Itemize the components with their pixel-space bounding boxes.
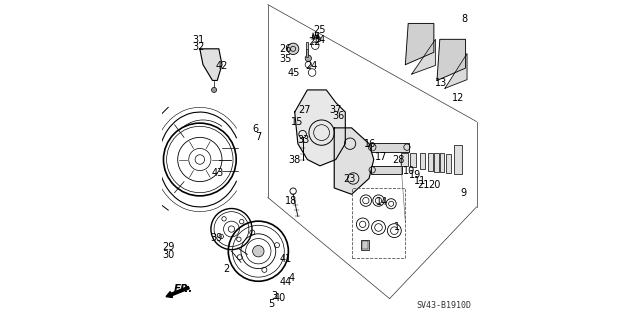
Text: 15: 15	[291, 117, 303, 127]
Text: 13: 13	[435, 78, 447, 88]
Text: 7: 7	[255, 132, 262, 142]
Text: 10: 10	[403, 166, 415, 175]
Bar	[371, 166, 402, 174]
Circle shape	[287, 43, 299, 55]
Text: 45: 45	[288, 68, 300, 78]
Text: 37: 37	[329, 105, 341, 115]
Bar	[361, 240, 369, 250]
Bar	[420, 153, 426, 169]
Bar	[362, 241, 369, 249]
Text: 5: 5	[268, 299, 274, 309]
Polygon shape	[294, 90, 346, 166]
Text: 31: 31	[192, 35, 204, 45]
Text: 3: 3	[271, 291, 277, 301]
Text: 14: 14	[376, 197, 388, 207]
Polygon shape	[405, 24, 434, 65]
Text: 12: 12	[452, 93, 465, 103]
Text: 8: 8	[462, 14, 468, 24]
Text: 23: 23	[343, 174, 355, 184]
Circle shape	[305, 55, 312, 62]
Text: 44: 44	[280, 277, 292, 287]
Polygon shape	[437, 39, 465, 80]
Bar	[401, 153, 408, 166]
Bar	[410, 153, 417, 167]
Polygon shape	[445, 54, 467, 88]
Text: 4: 4	[289, 273, 294, 283]
Text: 20: 20	[428, 181, 441, 190]
Text: 26: 26	[280, 44, 292, 55]
Text: 34: 34	[313, 35, 326, 45]
Bar	[435, 153, 439, 172]
Text: 42: 42	[215, 61, 228, 71]
Circle shape	[253, 246, 264, 257]
Text: 35: 35	[280, 54, 292, 64]
Bar	[371, 143, 408, 152]
Text: 9: 9	[461, 188, 467, 198]
Text: 33: 33	[298, 135, 310, 145]
Text: 36: 36	[332, 111, 344, 121]
Text: 40: 40	[273, 293, 285, 303]
Polygon shape	[200, 49, 222, 80]
Text: 19: 19	[410, 170, 422, 180]
Text: 1: 1	[394, 222, 401, 233]
Circle shape	[212, 87, 216, 93]
Text: 39: 39	[210, 233, 223, 243]
Text: FR.: FR.	[173, 284, 193, 293]
Text: 18: 18	[285, 196, 298, 206]
Text: 11: 11	[415, 176, 427, 186]
Text: 2: 2	[223, 263, 230, 274]
Text: 28: 28	[392, 155, 404, 165]
Text: 38: 38	[288, 155, 300, 165]
Text: 17: 17	[374, 152, 387, 162]
Text: 21: 21	[417, 181, 430, 190]
Bar	[428, 153, 433, 171]
Text: 29: 29	[163, 242, 175, 252]
Bar	[306, 42, 308, 55]
Polygon shape	[412, 39, 435, 74]
Bar	[440, 153, 444, 172]
Text: 32: 32	[192, 42, 204, 52]
Text: 6: 6	[252, 124, 258, 135]
Text: 16: 16	[364, 139, 376, 149]
Text: 41: 41	[280, 254, 292, 264]
Bar	[454, 145, 462, 174]
Text: SV43-B1910D: SV43-B1910D	[417, 301, 472, 310]
Polygon shape	[334, 128, 374, 194]
Text: 24: 24	[305, 61, 317, 71]
FancyArrow shape	[166, 286, 189, 297]
Text: 30: 30	[163, 250, 175, 260]
Text: 25: 25	[313, 26, 326, 35]
Bar	[447, 154, 451, 173]
Text: 43: 43	[212, 168, 224, 178]
Text: 27: 27	[299, 106, 311, 115]
Text: 22: 22	[308, 37, 321, 47]
Bar	[306, 49, 308, 57]
